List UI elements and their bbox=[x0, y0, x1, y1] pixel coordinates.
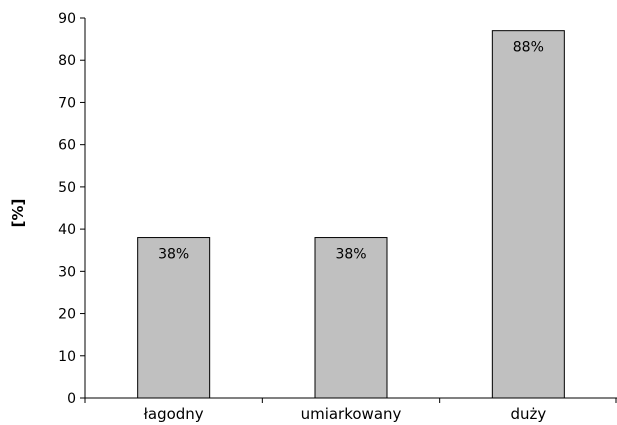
y-axis-ticks: 0 10 20 30 40 50 60 70 80 90 bbox=[58, 11, 85, 407]
y-tick-label: 30 bbox=[58, 264, 76, 280]
y-tick-label: 20 bbox=[58, 307, 76, 323]
y-tick-label: 60 bbox=[58, 138, 76, 154]
y-tick-label: 90 bbox=[58, 11, 76, 27]
bar bbox=[137, 237, 211, 399]
y-tick-label: 50 bbox=[58, 180, 76, 196]
x-axis: łagodny umiarkowany duży bbox=[84, 397, 617, 423]
x-category-label: łagodny bbox=[144, 405, 204, 423]
y-tick-label: 40 bbox=[58, 222, 76, 238]
bar-data-label: 38% bbox=[158, 247, 189, 263]
x-category-label: umiarkowany bbox=[301, 405, 402, 423]
bar bbox=[314, 237, 388, 399]
y-tick-label: 10 bbox=[58, 349, 76, 365]
x-category-label: duży bbox=[510, 405, 546, 423]
bars: 38% 38% 88% bbox=[137, 30, 565, 399]
bar-data-label: 88% bbox=[513, 40, 544, 56]
y-tick-label: 0 bbox=[67, 391, 76, 407]
bar-data-label: 38% bbox=[335, 247, 366, 263]
y-tick-label: 70 bbox=[58, 95, 76, 111]
y-axis-label: [%] bbox=[9, 199, 27, 228]
bar bbox=[491, 30, 565, 399]
y-tick-label: 80 bbox=[58, 53, 76, 69]
